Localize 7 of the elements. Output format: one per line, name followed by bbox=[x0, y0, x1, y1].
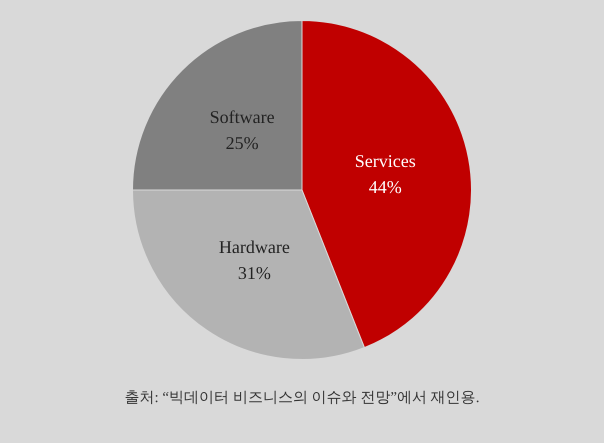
data-label: 25% bbox=[226, 132, 259, 153]
data-label: 44% bbox=[368, 176, 402, 197]
slice-label: Software bbox=[210, 106, 275, 127]
slice-label: Hardware bbox=[218, 236, 290, 257]
data-label: 31% bbox=[238, 262, 271, 283]
source-note: 출처: “빅데이터 비즈니스의 이슈와 전망”에서 재인용. bbox=[124, 389, 480, 407]
slice-label: Services bbox=[354, 150, 416, 171]
